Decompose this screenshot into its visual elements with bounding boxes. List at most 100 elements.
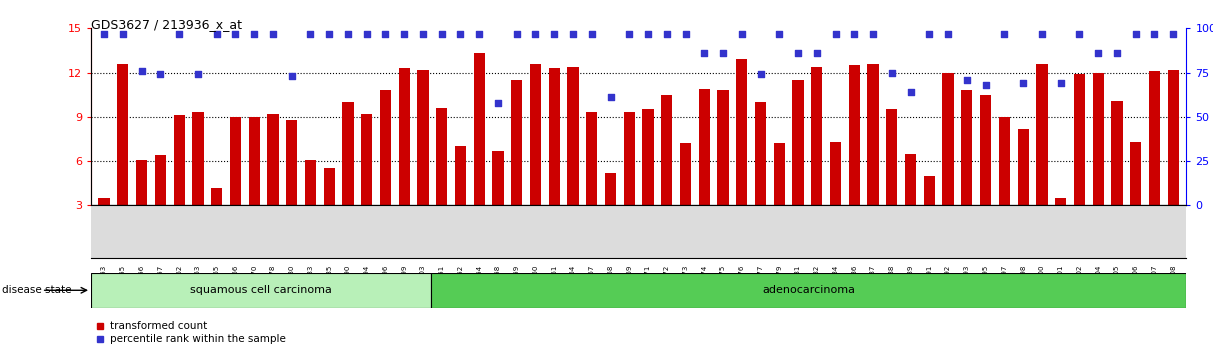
Point <box>507 31 526 36</box>
Bar <box>1093 73 1104 205</box>
Bar <box>736 59 747 205</box>
Bar <box>792 80 804 205</box>
Point <box>1145 31 1164 36</box>
Bar <box>568 67 579 205</box>
Point <box>414 31 433 36</box>
Point <box>657 31 677 36</box>
Point <box>95 31 114 36</box>
Text: GDS3627 / 213936_x_at: GDS3627 / 213936_x_at <box>91 18 241 31</box>
Point <box>1013 80 1032 86</box>
Text: adenocarcinoma: adenocarcinoma <box>762 285 855 295</box>
Bar <box>1111 101 1122 205</box>
Point <box>563 31 582 36</box>
Bar <box>136 160 147 205</box>
Bar <box>699 89 710 205</box>
Point <box>864 31 883 36</box>
Point <box>376 31 395 36</box>
Bar <box>286 120 297 205</box>
Bar <box>380 90 391 205</box>
Bar <box>173 115 184 205</box>
Bar <box>511 80 523 205</box>
Bar <box>830 142 841 205</box>
Point <box>525 31 545 36</box>
Point <box>919 31 939 36</box>
Bar <box>680 143 691 205</box>
Point <box>1107 50 1127 56</box>
Bar <box>1074 74 1086 205</box>
Bar <box>643 109 654 205</box>
Point <box>713 50 733 56</box>
Bar <box>455 146 466 205</box>
Bar <box>887 109 898 205</box>
Point <box>788 50 808 56</box>
Bar <box>437 108 448 205</box>
Bar <box>91 273 431 308</box>
Point <box>207 31 227 36</box>
Bar <box>867 64 878 205</box>
Bar <box>605 173 616 205</box>
Bar <box>1168 70 1179 205</box>
Bar <box>998 117 1010 205</box>
Bar <box>849 65 860 205</box>
Point <box>1088 50 1107 56</box>
Point <box>432 31 451 36</box>
Bar <box>492 151 503 205</box>
Point <box>245 31 264 36</box>
Point <box>638 31 657 36</box>
Point <box>769 31 788 36</box>
Point <box>844 31 864 36</box>
Point <box>281 73 301 79</box>
Bar <box>417 70 428 205</box>
Point <box>957 77 976 82</box>
Bar <box>943 73 953 205</box>
Text: squamous cell carcinoma: squamous cell carcinoma <box>190 285 332 295</box>
Point <box>451 31 471 36</box>
Bar <box>905 154 916 205</box>
Bar <box>324 169 335 205</box>
Bar <box>661 95 672 205</box>
Point <box>976 82 996 88</box>
Point <box>319 31 338 36</box>
Bar <box>304 160 317 205</box>
Point <box>1070 31 1089 36</box>
Bar <box>98 198 109 205</box>
Bar <box>229 117 241 205</box>
Point <box>1126 31 1145 36</box>
Point <box>170 31 189 36</box>
Point <box>338 31 358 36</box>
Point <box>807 50 826 56</box>
Bar <box>717 90 729 205</box>
Bar <box>1036 64 1048 205</box>
Point <box>469 31 489 36</box>
Point <box>995 31 1014 36</box>
Bar <box>155 155 166 205</box>
Point <box>600 95 620 100</box>
Point <box>132 68 152 74</box>
Point <box>150 72 170 77</box>
Point <box>394 31 414 36</box>
Bar <box>431 273 1186 308</box>
Bar <box>623 113 634 205</box>
Bar <box>361 114 372 205</box>
Bar <box>342 102 353 205</box>
Bar <box>774 143 785 205</box>
Bar <box>980 95 991 205</box>
Bar <box>192 113 204 205</box>
Bar <box>530 64 541 205</box>
Point <box>751 72 770 77</box>
Bar <box>473 53 485 205</box>
Point <box>676 31 695 36</box>
Point <box>733 31 752 36</box>
Bar <box>118 64 129 205</box>
Point <box>882 70 901 75</box>
Point <box>226 31 245 36</box>
Point <box>695 50 714 56</box>
Point <box>263 31 283 36</box>
Point <box>357 31 376 36</box>
Bar <box>211 188 222 205</box>
Legend: transformed count, percentile rank within the sample: transformed count, percentile rank withi… <box>96 321 285 344</box>
Point <box>545 31 564 36</box>
Bar <box>548 68 560 205</box>
Bar <box>961 90 973 205</box>
Point <box>939 31 958 36</box>
